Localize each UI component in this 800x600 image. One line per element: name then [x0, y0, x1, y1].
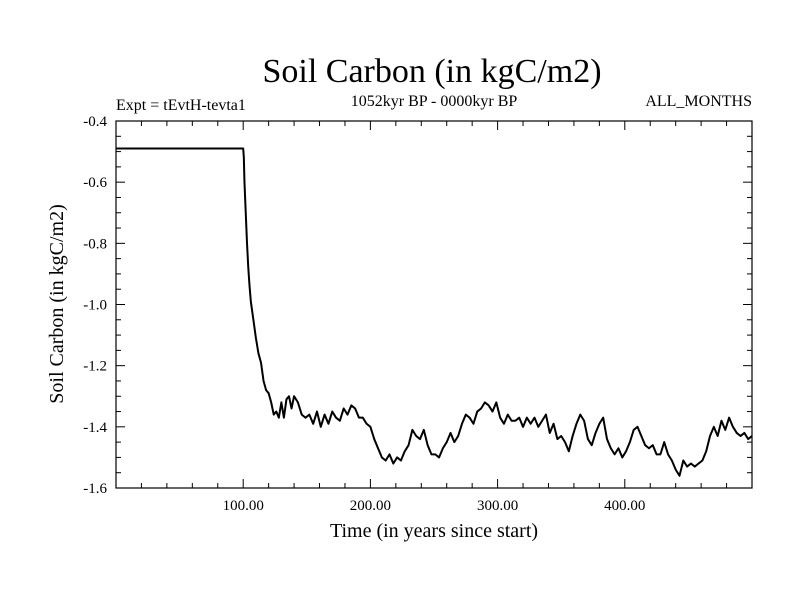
y-tick-label: -0.4	[83, 114, 107, 130]
x-tick-label: 300.00	[477, 498, 518, 514]
subtitle-right: ALL_MONTHS	[645, 93, 752, 110]
series-line-soil-carbon	[116, 147, 753, 477]
subtitle-left: Expt = tEvtH-tevta1	[116, 97, 246, 114]
subtitle-center: 1052kyr BP - 0000kyr BP	[351, 93, 518, 110]
x-tick-label: 400.00	[604, 498, 645, 514]
y-tick-label: -0.8	[83, 236, 107, 252]
y-tick-label: -0.6	[83, 175, 107, 191]
y-tick-label: -1.0	[83, 298, 107, 314]
ticks-layer: 100.00 200.00 300.00 400.00 -0.4 -0.6 -0.8 -1.0…	[83, 114, 752, 514]
chart-title: Soil Carbon (in kgC/m2)	[262, 53, 601, 90]
y-tick-label: -1.6	[83, 481, 107, 497]
x-tick-label: 200.00	[350, 498, 391, 514]
x-axis-label: Time (in years since start)	[330, 520, 538, 542]
y-tick-label: -1.4	[83, 420, 107, 436]
x-tick-label: 100.00	[223, 498, 264, 514]
y-axis-label: Soil Carbon (in kgC/m2)	[46, 204, 68, 403]
plot-frame	[115, 120, 753, 489]
y-tick-label: -1.2	[83, 359, 107, 375]
